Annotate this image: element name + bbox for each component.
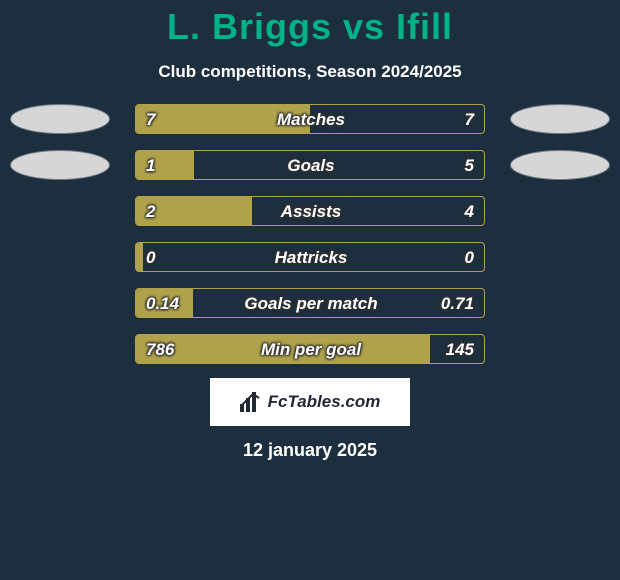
stat-value-left: 7 xyxy=(146,105,155,134)
stat-bar: 0.140.71Goals per match xyxy=(135,288,485,318)
stat-value-right: 145 xyxy=(446,335,474,364)
stat-value-right: 7 xyxy=(465,105,474,134)
stat-row: 00Hattricks xyxy=(0,242,620,272)
subtitle: Club competitions, Season 2024/2025 xyxy=(158,62,461,82)
watermark: FcTables.com xyxy=(210,378,410,426)
stat-value-right: 0.71 xyxy=(441,289,474,318)
stat-row: 0.140.71Goals per match xyxy=(0,288,620,318)
stat-value-left: 1 xyxy=(146,151,155,180)
stats-area: 77Matches15Goals24Assists00Hattricks0.14… xyxy=(0,104,620,364)
stat-bar: 77Matches xyxy=(135,104,485,134)
stat-row: 786145Min per goal xyxy=(0,334,620,364)
stat-bar-left-fill xyxy=(136,151,194,179)
stat-bar: 15Goals xyxy=(135,150,485,180)
stat-row: 77Matches xyxy=(0,104,620,134)
stat-bar-left-fill xyxy=(136,105,310,133)
player-right-avatar xyxy=(510,150,610,180)
stat-value-right: 0 xyxy=(465,243,474,272)
stat-bar: 24Assists xyxy=(135,196,485,226)
stat-bar: 00Hattricks xyxy=(135,242,485,272)
player-right-avatar xyxy=(510,104,610,134)
stat-value-left: 0.14 xyxy=(146,289,179,318)
stat-row: 24Assists xyxy=(0,196,620,226)
stat-row: 15Goals xyxy=(0,150,620,180)
watermark-text: FcTables.com xyxy=(268,392,381,412)
stat-bar: 786145Min per goal xyxy=(135,334,485,364)
stat-value-right: 5 xyxy=(465,151,474,180)
stat-bar-right-fill xyxy=(310,105,484,133)
date-label: 12 january 2025 xyxy=(243,440,377,461)
stat-bar-right-fill xyxy=(252,197,484,225)
stat-value-left: 786 xyxy=(146,335,174,364)
stat-bar-right-fill xyxy=(143,243,484,271)
stat-value-left: 2 xyxy=(146,197,155,226)
player-left-avatar xyxy=(10,104,110,134)
stat-value-left: 0 xyxy=(146,243,155,272)
bar-chart-icon xyxy=(240,392,262,412)
stat-bar-right-fill xyxy=(194,151,484,179)
stat-bar-left-fill xyxy=(136,243,143,271)
page-title: L. Briggs vs Ifill xyxy=(167,6,453,48)
stat-bar-left-fill xyxy=(136,335,430,363)
player-left-avatar xyxy=(10,150,110,180)
stat-value-right: 4 xyxy=(465,197,474,226)
